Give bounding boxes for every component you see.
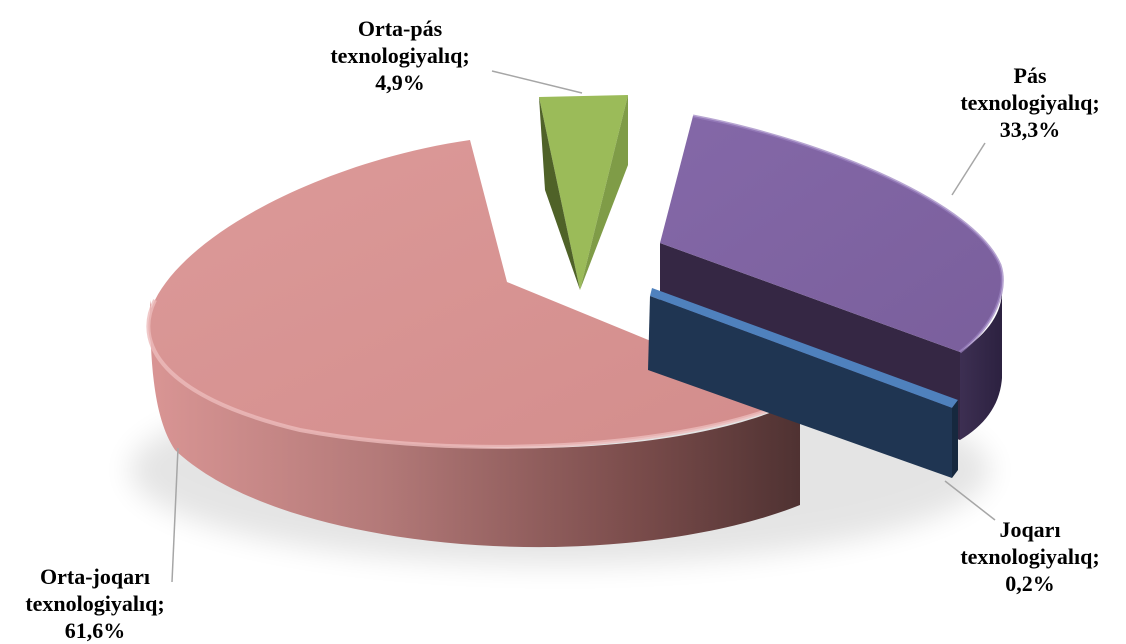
data-label-pas-name: Pás	[930, 62, 1126, 89]
leader-line-pas	[952, 143, 985, 195]
data-label-orta-pas-line2: texnologiyalıq;	[300, 42, 500, 69]
data-label-orta-joqari-line2: texnologiyalıq;	[0, 590, 195, 617]
data-label-orta-joqari: Orta-joqarı texnologiyalıq; 61,6%	[0, 563, 195, 644]
pie-slice-orta-pas	[539, 95, 628, 290]
data-label-orta-joqari-name: Orta-joqarı	[0, 563, 195, 590]
data-label-orta-pas: Orta-pás texnologiyalıq; 4,9%	[300, 15, 500, 96]
data-label-pas-value: 33,3%	[930, 116, 1126, 143]
data-label-orta-pas-value: 4,9%	[300, 69, 500, 96]
data-label-joqari: Joqarı texnologiyalıq; 0,2%	[930, 516, 1126, 597]
data-label-joqari-value: 0,2%	[930, 570, 1126, 597]
data-label-orta-pas-name: Orta-pás	[300, 15, 500, 42]
leader-line-orta-pas	[492, 71, 582, 93]
data-label-orta-joqari-value: 61,6%	[0, 617, 195, 644]
data-label-joqari-name: Joqarı	[930, 516, 1126, 543]
data-label-pas-line2: texnologiyalıq;	[930, 89, 1126, 116]
data-label-pas: Pás texnologiyalıq; 33,3%	[930, 62, 1126, 143]
data-label-joqari-line2: texnologiyalıq;	[930, 543, 1126, 570]
